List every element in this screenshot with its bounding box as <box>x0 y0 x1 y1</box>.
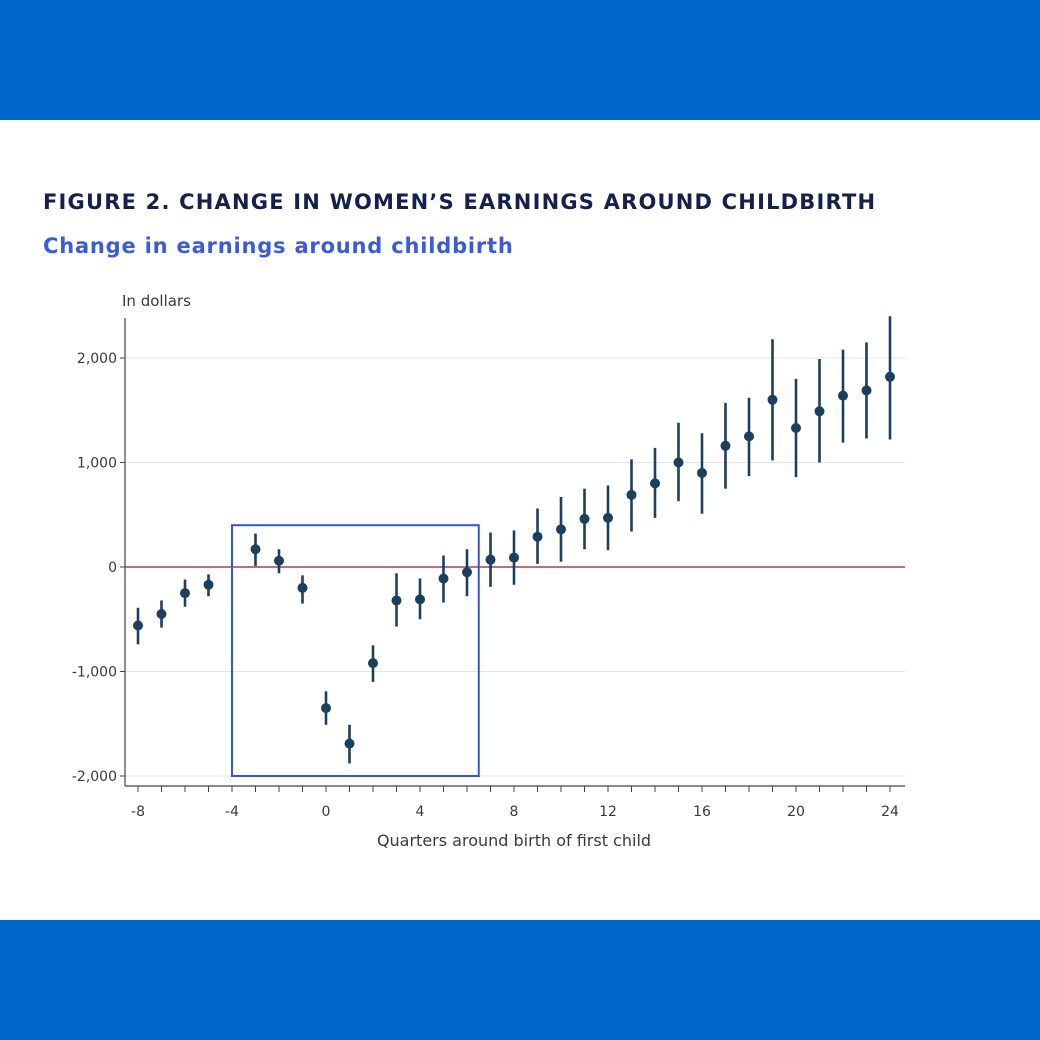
y-tick-label: -1,000 <box>72 665 117 681</box>
x-tick-label: -8 <box>131 804 145 820</box>
tick-labels: 2,000 1,000 0 -1,000 -2,000 -8 -4 0 4 8 12 16 20 24 <box>72 351 899 820</box>
top-banner <box>0 0 1040 120</box>
data-point <box>485 554 496 565</box>
data-point <box>532 531 543 542</box>
data-point <box>462 567 472 578</box>
data-point <box>180 588 190 599</box>
data-point <box>391 595 402 606</box>
data-point <box>344 738 355 749</box>
data-point <box>791 423 801 434</box>
x-tick-label: 20 <box>787 804 805 820</box>
data-point <box>861 385 872 396</box>
data-point <box>297 582 308 593</box>
data-point <box>697 467 707 478</box>
y-tick-label: 1,000 <box>77 456 117 472</box>
data-point <box>250 544 261 555</box>
x-tick-label: 0 <box>322 804 331 820</box>
data-point <box>626 489 637 500</box>
data-point <box>509 552 519 563</box>
x-tick-label: 8 <box>510 804 519 820</box>
y-tick-label: -2,000 <box>72 769 117 785</box>
y-axis-label: In dollars <box>122 292 191 310</box>
data-point <box>579 513 590 524</box>
x-tick-label: 4 <box>416 804 425 820</box>
data-point <box>368 658 378 669</box>
x-tick-label: -4 <box>225 804 239 820</box>
data-point <box>274 555 284 566</box>
data-point <box>321 703 331 714</box>
data-point <box>650 478 660 489</box>
data-point <box>814 406 825 417</box>
bottom-banner <box>0 920 1040 1040</box>
data-point <box>720 440 731 451</box>
data-point <box>438 573 449 584</box>
earnings-chart: In dollars Quarters around birth of firs… <box>72 292 905 850</box>
y-tick-label: 0 <box>108 560 117 576</box>
y-tick-label: 2,000 <box>77 351 117 367</box>
x-tick-label: 16 <box>693 804 711 820</box>
x-tick-label: 12 <box>599 804 617 820</box>
data-point <box>744 431 754 442</box>
data-point <box>885 371 895 382</box>
data-point <box>556 524 566 535</box>
data-points <box>133 316 895 764</box>
data-point <box>156 609 167 620</box>
figure-title: FIGURE 2. CHANGE IN WOMEN’S EARNINGS ARO… <box>43 190 877 214</box>
data-point <box>603 512 613 523</box>
data-point <box>838 390 848 401</box>
x-axis-label: Quarters around birth of first child <box>377 831 651 850</box>
data-point <box>767 394 778 405</box>
highlight-rectangle <box>231 524 480 777</box>
figure-subtitle: Change in earnings around childbirth <box>43 234 514 258</box>
x-tick-label: 24 <box>881 804 899 820</box>
data-point <box>133 620 143 631</box>
highlight-box <box>231 524 480 777</box>
data-point <box>673 457 684 468</box>
data-point <box>415 594 425 605</box>
data-point <box>203 579 214 590</box>
